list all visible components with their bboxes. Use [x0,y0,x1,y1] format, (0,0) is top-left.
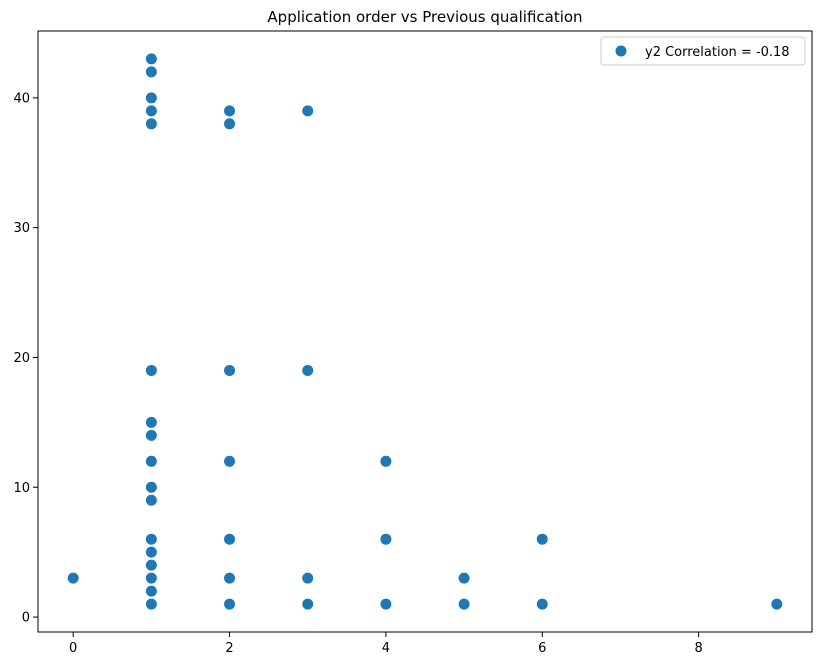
axis-ticks: 0 2 4 6 8 0 10 20 30 40 [13,91,702,656]
data-point [145,92,157,104]
data-point [224,572,236,584]
x-tick-label: 0 [69,641,77,656]
data-point [145,481,157,493]
data-point [302,572,314,584]
data-point [224,598,236,610]
data-points [67,53,783,610]
data-point [145,559,157,571]
data-point [145,105,157,117]
data-point [302,364,314,376]
legend-label: y2 Correlation = -0.18 [645,45,790,60]
data-point [380,533,392,545]
data-point [145,546,157,558]
data-point [771,598,783,610]
data-point [145,533,157,545]
x-tick-label: 2 [225,641,233,656]
data-point [145,66,157,78]
y-tick-label: 10 [13,481,30,496]
legend-box [600,36,806,66]
data-point [224,455,236,467]
data-point [302,598,314,610]
data-point [302,105,314,117]
y-tick-label: 0 [22,611,30,626]
axes-frame [37,30,813,633]
data-point [380,598,392,610]
data-point [145,585,157,597]
data-point [145,455,157,467]
data-point [536,533,548,545]
y-tick-label: 20 [13,351,30,366]
data-point [145,416,157,428]
data-point [145,53,157,65]
data-point [536,598,548,610]
plot-area [38,31,812,632]
x-tick-label: 6 [538,641,546,656]
axes-background [38,31,812,632]
y-tick-label: 40 [13,91,30,106]
data-point [145,429,157,441]
data-point [224,364,236,376]
data-point [458,598,470,610]
y-tick-label: 30 [13,221,30,236]
data-point [145,598,157,610]
legend: y2 Correlation = -0.18 [600,36,806,66]
x-tick-label: 8 [694,641,702,656]
data-point [224,105,236,117]
data-point [145,572,157,584]
data-point [145,494,157,506]
data-point [145,364,157,376]
chart-title: Application order vs Previous qualificat… [267,8,582,26]
data-point [145,118,157,130]
legend-marker [615,45,627,57]
data-point [380,455,392,467]
data-point [224,533,236,545]
data-point [67,572,79,584]
data-point [224,118,236,130]
x-tick-label: 4 [382,641,390,656]
data-point [458,572,470,584]
